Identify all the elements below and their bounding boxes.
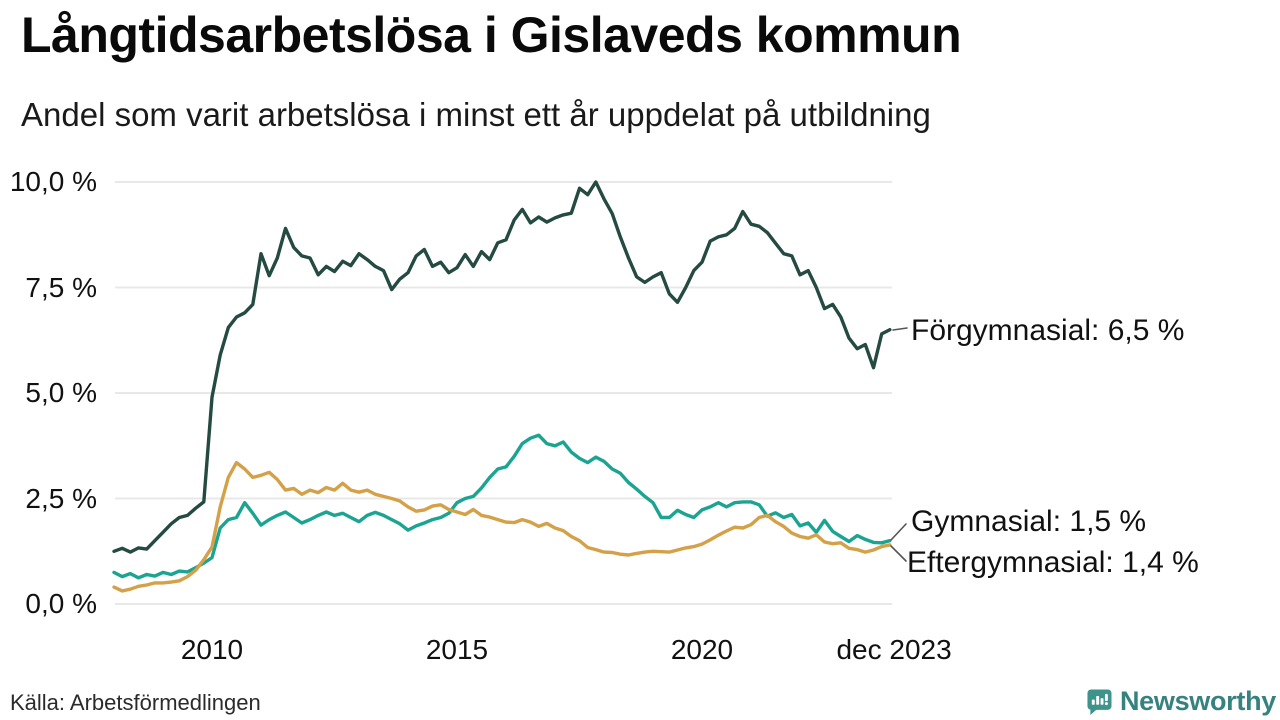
x-tick-label: dec 2023 xyxy=(836,634,952,665)
y-tick-label: 0,0 % xyxy=(25,588,97,619)
connector-forgymnasial xyxy=(892,327,908,331)
series-end-label-gymnasial: Gymnasial: 1,5 % xyxy=(911,505,1147,538)
series-line-gymnasial xyxy=(112,433,892,580)
y-tick-label: 2,5 % xyxy=(25,482,97,514)
x-tick-label: 2010 xyxy=(180,634,244,665)
series-line-förgymnasial xyxy=(112,180,892,554)
y-tick-label: 7,5 % xyxy=(25,271,97,303)
x-tick-label: 2015 xyxy=(425,634,489,665)
newsworthy-icon xyxy=(1087,689,1112,715)
source-caption: Källa: Arbetsförmedlingen xyxy=(10,690,261,715)
series-line-eftergymnasial xyxy=(112,460,892,593)
page-title: Långtidsarbetslösa i Gislaveds kommun xyxy=(21,7,962,63)
x-tick-label: 2020 xyxy=(670,634,734,665)
label-connectors xyxy=(890,327,908,562)
newsworthy-logo: Newsworthy xyxy=(1086,683,1276,720)
y-tick-label: 10,0 % xyxy=(9,166,97,197)
y-tick-label: 5,0 % xyxy=(25,377,97,408)
newsworthy-wordmark: Newsworthy xyxy=(1119,686,1276,716)
series-end-label-forgymnasial: Förgymnasial: 6,5 % xyxy=(911,314,1185,347)
page-subtitle: Andel som varit arbetslösa i minst ett å… xyxy=(21,96,931,133)
gridlines xyxy=(115,181,892,605)
connector-eftergymnasial xyxy=(890,545,907,562)
chart-series-lines xyxy=(112,180,892,593)
connector-gymnasial xyxy=(890,523,907,541)
series-end-label-eftergymnasial: Eftergymnasial: 1,4 % xyxy=(907,546,1199,579)
